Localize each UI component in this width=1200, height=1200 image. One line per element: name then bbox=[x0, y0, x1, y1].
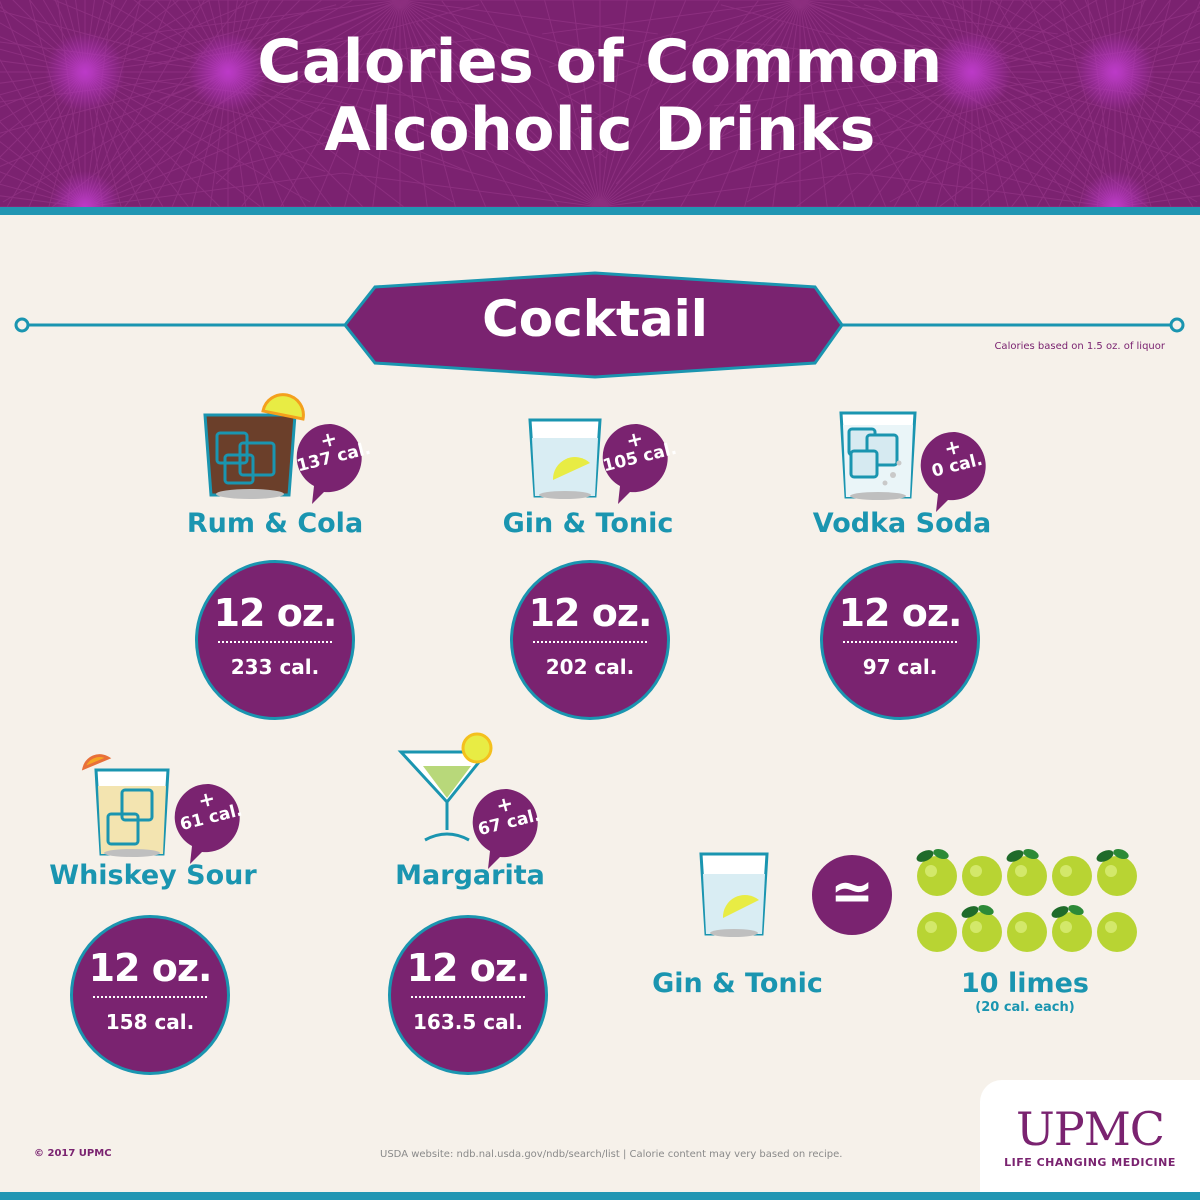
serving-size: 12 oz. bbox=[528, 591, 653, 635]
serving-size: 12 oz. bbox=[838, 591, 963, 635]
drink-name: Margarita bbox=[395, 860, 545, 891]
logo-wordmark: UPMC bbox=[1015, 1102, 1165, 1156]
lime-icon bbox=[917, 912, 957, 952]
drink-name: Gin & Tonic bbox=[502, 508, 674, 539]
total-calories: 158 cal. bbox=[105, 1010, 195, 1034]
lime-icon bbox=[1051, 904, 1092, 952]
title-line-2: Alcoholic Drinks bbox=[324, 95, 876, 165]
header-stripe bbox=[0, 207, 1200, 215]
limes-equivalent: 10 limes bbox=[961, 968, 1089, 999]
margarita-glass-icon bbox=[397, 732, 493, 842]
copyright-text: © 2017 UPMC bbox=[34, 1148, 112, 1159]
drink-name: Rum & Cola bbox=[186, 508, 364, 539]
drink-name: Vodka Soda bbox=[812, 508, 992, 539]
lime-icon bbox=[1052, 856, 1092, 896]
approximately-equal-icon: ≃ bbox=[812, 855, 892, 935]
starburst-pattern bbox=[0, 0, 1200, 207]
calorie-circle: 12 oz. 202 cal. bbox=[510, 560, 670, 720]
logo-tagline: LIFE CHANGING MEDICINE bbox=[1004, 1156, 1176, 1169]
calorie-circle: 12 oz. 163.5 cal. bbox=[388, 915, 548, 1075]
section-title: Cocktail bbox=[482, 290, 708, 348]
title-line-1: Calories of Common bbox=[257, 27, 943, 97]
rocks-glass-tonic-icon bbox=[699, 852, 769, 937]
calorie-circle: 12 oz. 158 cal. bbox=[70, 915, 230, 1075]
lime-icon bbox=[1097, 912, 1137, 952]
total-calories: 233 cal. bbox=[230, 655, 320, 679]
rocks-glass-cola-icon bbox=[203, 393, 305, 499]
footer-stripe bbox=[0, 1192, 1200, 1200]
mixer-calorie-bubble: +0 cal. bbox=[918, 428, 996, 518]
comparison-drink-name: Gin & Tonic bbox=[652, 968, 823, 999]
section-banner bbox=[14, 271, 1185, 379]
dotted-divider bbox=[533, 641, 647, 643]
serving-size: 12 oz. bbox=[213, 591, 338, 635]
lime-icon bbox=[1007, 912, 1047, 952]
calorie-circle: 12 oz. 97 cal. bbox=[820, 560, 980, 720]
dotted-divider bbox=[843, 641, 957, 643]
drink-name: Whiskey Sour bbox=[49, 860, 257, 891]
lime-icon bbox=[1006, 848, 1047, 896]
total-calories: 97 cal. bbox=[862, 655, 938, 679]
page-title: Calories of Common Alcoholic Drinks bbox=[0, 28, 1200, 164]
calorie-basis-note: Calories based on 1.5 oz. of liquor bbox=[994, 341, 1165, 352]
rocks-glass-tonic-icon bbox=[528, 418, 602, 499]
mixer-calorie-bubble: +105 cal. bbox=[600, 420, 679, 510]
lime-icon bbox=[961, 904, 1002, 952]
mixer-calorie-bubble: +61 cal. bbox=[172, 780, 250, 870]
dotted-divider bbox=[93, 996, 207, 998]
dotted-divider bbox=[411, 996, 525, 998]
upmc-logo[interactable]: UPMC LIFE CHANGING MEDICINE bbox=[980, 1080, 1200, 1192]
lime-icon bbox=[1096, 848, 1137, 896]
rocks-glass-soda-icon bbox=[839, 411, 917, 500]
lime-icon bbox=[916, 848, 957, 896]
total-calories: 202 cal. bbox=[545, 655, 635, 679]
serving-size: 12 oz. bbox=[406, 946, 531, 990]
mixer-calorie-bubble: +137 cal. bbox=[294, 420, 373, 510]
source-note: USDA website: ndb.nal.usda.gov/ndb/searc… bbox=[380, 1149, 843, 1160]
lime-icon bbox=[962, 856, 1002, 896]
dotted-divider bbox=[218, 641, 332, 643]
serving-size: 12 oz. bbox=[88, 946, 213, 990]
mixer-calorie-bubble: +67 cal. bbox=[470, 785, 548, 875]
total-calories: 163.5 cal. bbox=[412, 1010, 524, 1034]
header-banner: Calories of Common Alcoholic Drinks bbox=[0, 0, 1200, 207]
calorie-circle: 12 oz. 233 cal. bbox=[195, 560, 355, 720]
limes-group bbox=[916, 848, 1137, 952]
rocks-glass-sour-icon bbox=[81, 754, 170, 857]
limes-note: (20 cal. each) bbox=[975, 1000, 1075, 1015]
